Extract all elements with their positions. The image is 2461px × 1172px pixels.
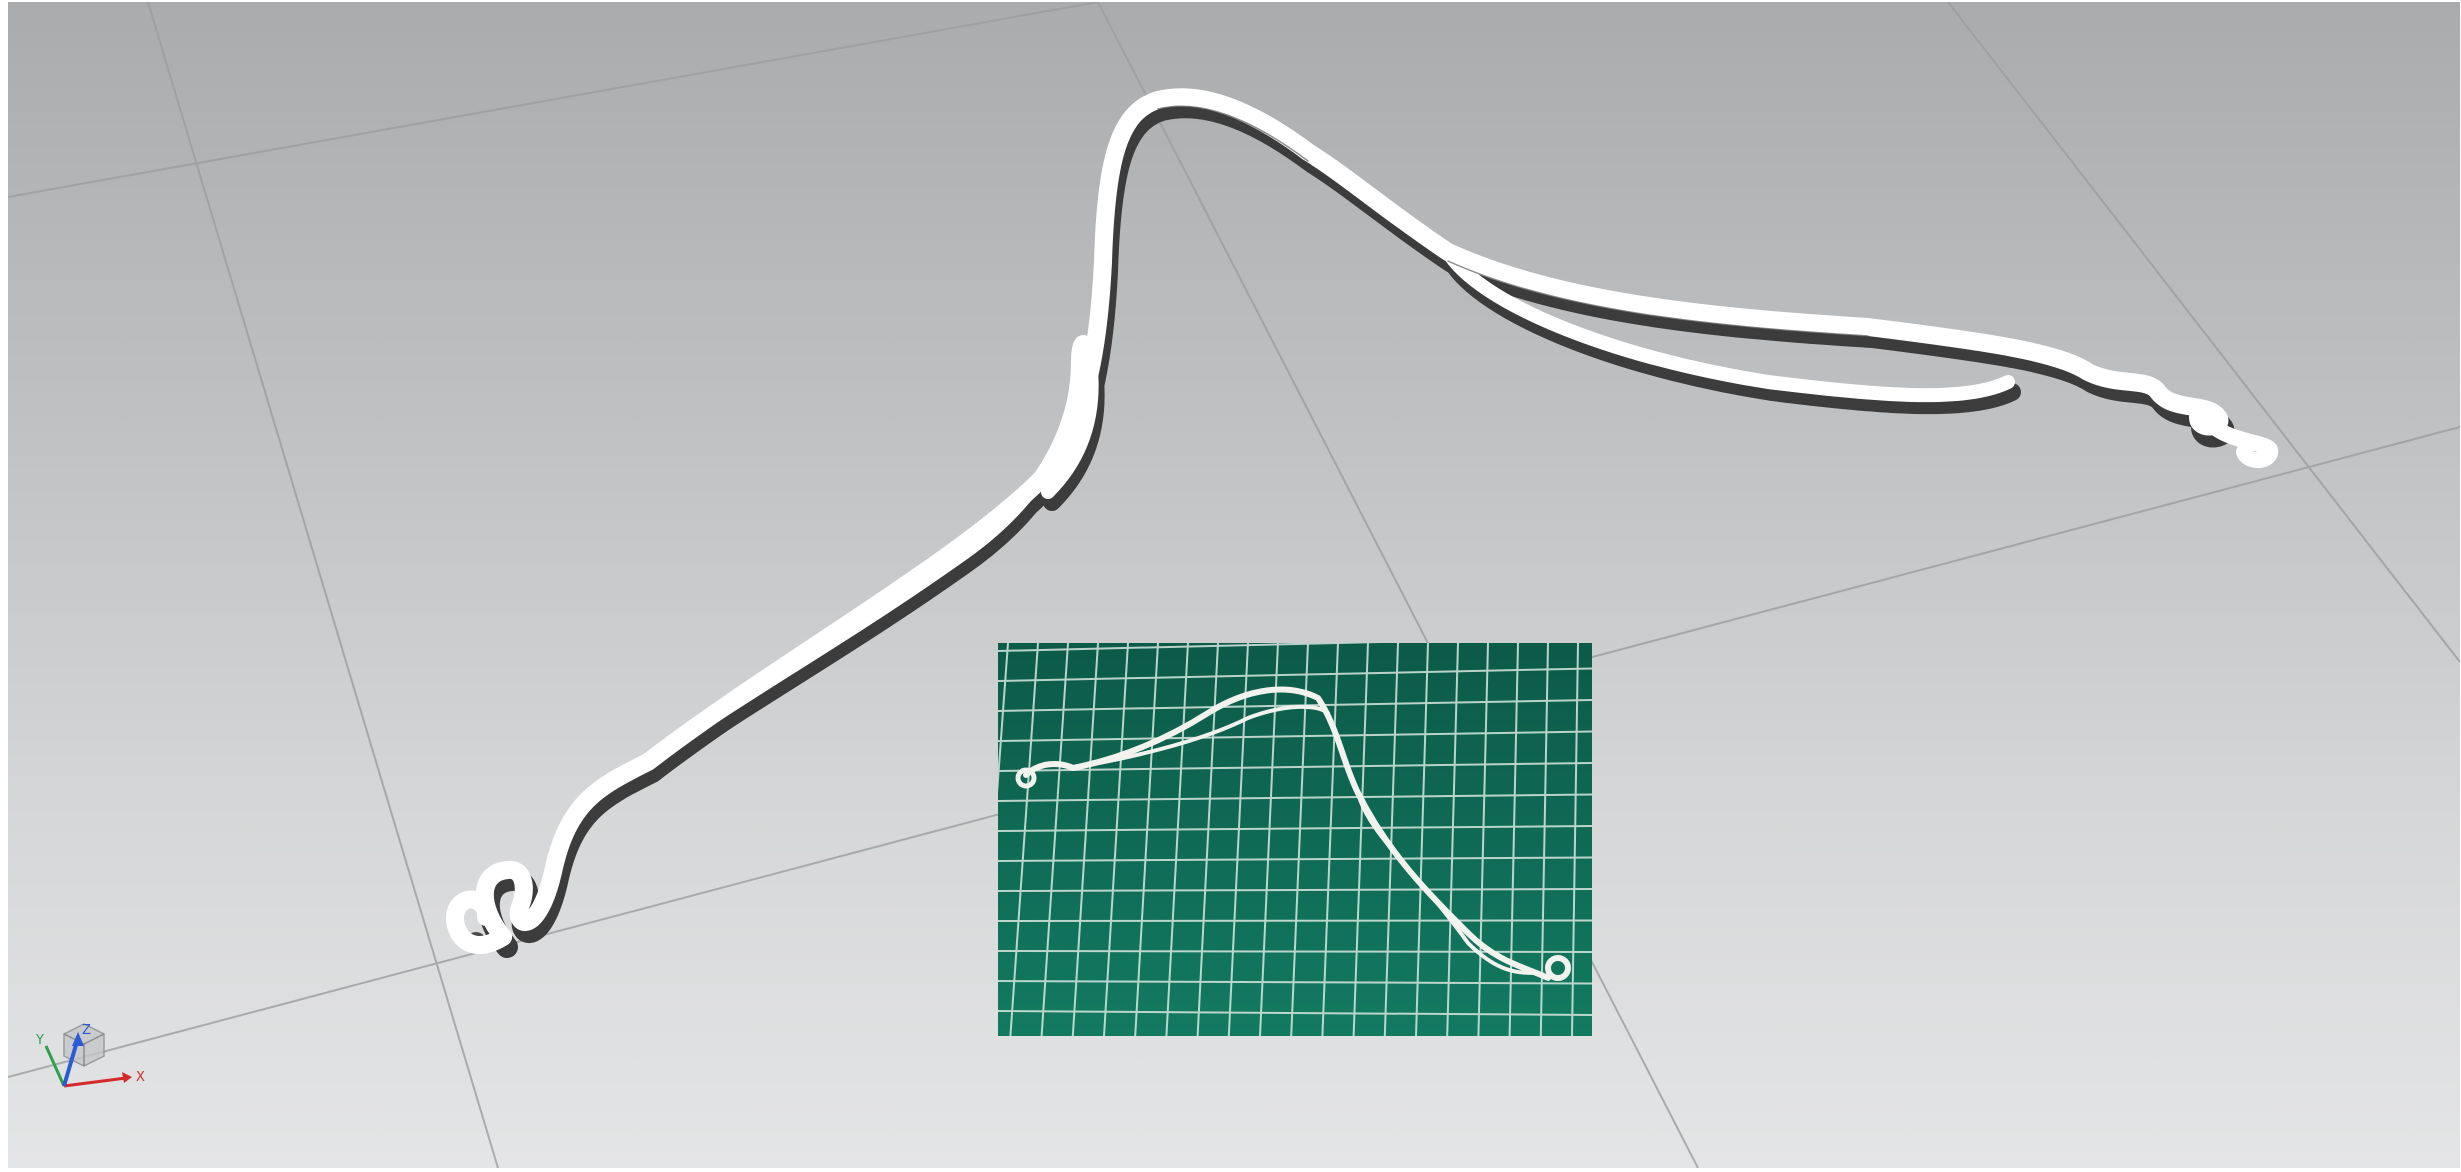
floor-grid [8, 2, 2460, 1168]
printed-hanger [1015, 686, 1571, 981]
mat-grid-line [998, 825, 1592, 832]
mat-grid-line [998, 888, 1592, 892]
mat-grid-line [998, 856, 1592, 862]
mat-grid-line [1352, 643, 1369, 1036]
hanger-lower-rail-top [641, 335, 1099, 769]
mat-grid-line [1415, 643, 1429, 1036]
hanger-edge-line [1447, 260, 1869, 337]
hanger-right-lower-rail-top [1441, 245, 2015, 403]
mat-grid-line [998, 1010, 1592, 1016]
hanger-part[interactable] [446, 88, 2278, 958]
axis-y-label: Y [35, 1033, 44, 1048]
axis-y-line [44, 1045, 66, 1087]
mat-grid-line [998, 643, 1009, 794]
axis-z-arrow [72, 1032, 84, 1046]
view-cube-edge [63, 1033, 105, 1066]
mat-grid-line [1009, 643, 1039, 1036]
hanger-left-hook [446, 890, 512, 954]
mat-grid-line [1539, 643, 1549, 1036]
mat-grid-line [998, 919, 1592, 922]
3d-viewport[interactable]: X Y Z [8, 2, 2460, 1168]
hanger-right-hook [2200, 412, 2278, 468]
mat-grid-line [1383, 643, 1399, 1036]
mat-grid [998, 643, 1592, 1036]
mat-grid-line [998, 793, 1592, 802]
mat-grid-line [1071, 643, 1099, 1036]
mat-grid-line [1227, 643, 1249, 1036]
printed-hanger-rail-3 [1356, 791, 1540, 975]
mat-grid-line [1165, 643, 1189, 1036]
axis-z-label: Z [82, 1023, 91, 1038]
mat-grid-line [998, 730, 1592, 742]
axis-x-arrow [122, 1072, 132, 1083]
axis-x-line [63, 1076, 127, 1088]
scene-canvas[interactable] [8, 2, 2460, 1168]
hanger-upper-rail-top [475, 88, 2229, 946]
mat-grid-line [1321, 643, 1339, 1036]
mat-grid-line [1477, 643, 1489, 1036]
mat-grid-line [998, 980, 1592, 985]
hanger-top-face [475, 88, 2229, 946]
hanger-edges [1157, 105, 1869, 337]
photo-canvas [998, 643, 1592, 1036]
printed-hook-right [1545, 955, 1571, 981]
mat-grid-line [998, 667, 1592, 682]
grid-line [8, 2, 1099, 198]
mat-grid-line [1446, 643, 1459, 1036]
mat-grid-line [1103, 643, 1129, 1036]
axis-x-label: X [136, 1070, 145, 1085]
grid-line [1947, 2, 2460, 663]
reference-photo [998, 643, 1592, 1036]
mat-grid-line [1571, 643, 1579, 1036]
printed-hook-left [1015, 767, 1037, 789]
grid-line [147, 2, 499, 1168]
printed-hanger-rail-2 [1071, 704, 1330, 770]
mat-grid-line [1040, 643, 1069, 1036]
grid-line [1097, 2, 1699, 1168]
axis-triad[interactable]: X Y Z [26, 1016, 156, 1106]
mat-grid-line [1134, 643, 1159, 1036]
mat-grid-line [998, 762, 1592, 772]
hanger-edge-line [1157, 105, 1309, 162]
